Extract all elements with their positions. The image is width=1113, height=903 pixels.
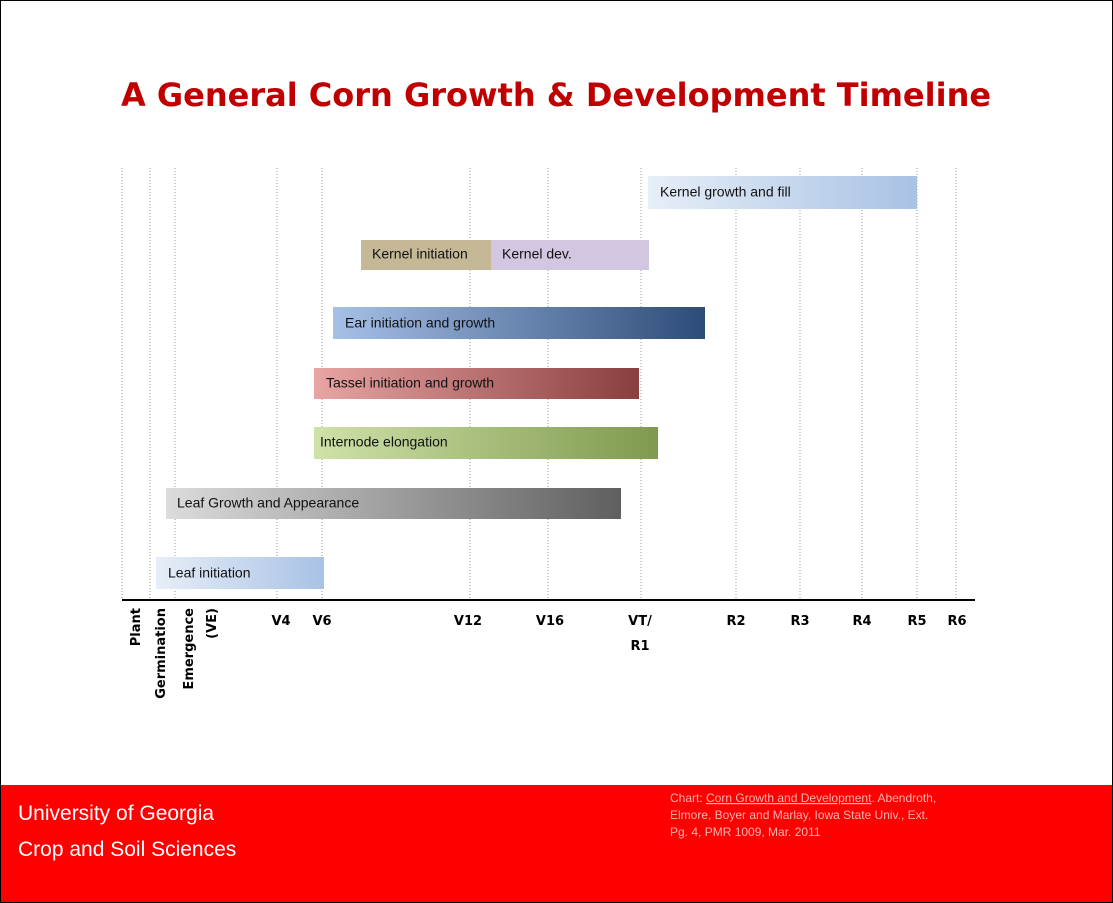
bar-label: Leaf initiation: [168, 565, 251, 581]
axis-labels: Plant Germination Emergence (VE) V4 V6 V…: [129, 608, 967, 699]
bar: [491, 240, 649, 270]
axis-label: R1: [630, 639, 649, 654]
axis-label: R5: [907, 614, 926, 629]
citation-prefix: Chart:: [670, 791, 706, 805]
bars: Kernel growth and fill Kernel initiation…: [156, 176, 917, 589]
citation-link[interactable]: Corn Growth and Development: [706, 791, 872, 805]
axis-label: V16: [536, 614, 564, 629]
bar: [156, 557, 324, 589]
axis-label: R2: [726, 614, 745, 629]
footer-line: Crop and Soil Sciences: [18, 838, 236, 861]
axis-label: VT/: [628, 614, 652, 629]
bar-label: Leaf Growth and Appearance: [177, 495, 359, 511]
axis-label: Emergence: [182, 608, 197, 690]
citation-line: Chart: Corn Growth and Development. Aben…: [670, 791, 936, 805]
grid: [121, 168, 957, 600]
axis-label: V12: [454, 614, 482, 629]
axis-label: R3: [790, 614, 809, 629]
axis-label: R6: [947, 614, 966, 629]
bar-label: Kernel dev.: [502, 246, 572, 262]
axis-label: V4: [271, 614, 290, 629]
bar-label: Ear initiation and growth: [345, 315, 495, 331]
title: A General Corn Growth & Development Time…: [121, 76, 991, 114]
axis-label: (VE): [205, 608, 220, 639]
bar-label: Tassel initiation and growth: [326, 375, 494, 391]
bar-label: Kernel growth and fill: [660, 184, 791, 200]
bar-label: Kernel initiation: [372, 246, 468, 262]
bar: [314, 368, 639, 399]
axis-label: Plant: [129, 608, 144, 646]
axis-label: R4: [852, 614, 871, 629]
citation-line: Pg. 4, PMR 1009, Mar. 2011: [670, 825, 821, 839]
bar: [333, 307, 705, 339]
bar: [361, 240, 491, 270]
footer-band: [1, 785, 1112, 902]
bar: [166, 488, 621, 519]
citation-line: Elmore, Boyer and Marlay, Iowa State Uni…: [670, 808, 928, 822]
bar: [314, 427, 658, 459]
footer-line: University of Georgia: [18, 802, 214, 825]
citation: Chart: Corn Growth and Development. Aben…: [670, 791, 936, 839]
citation-text: . Abendroth,: [871, 791, 936, 805]
bar-label: Internode elongation: [320, 434, 448, 450]
axis-label: V6: [312, 614, 331, 629]
bar: [648, 176, 917, 209]
axis-label: Germination: [154, 608, 169, 699]
